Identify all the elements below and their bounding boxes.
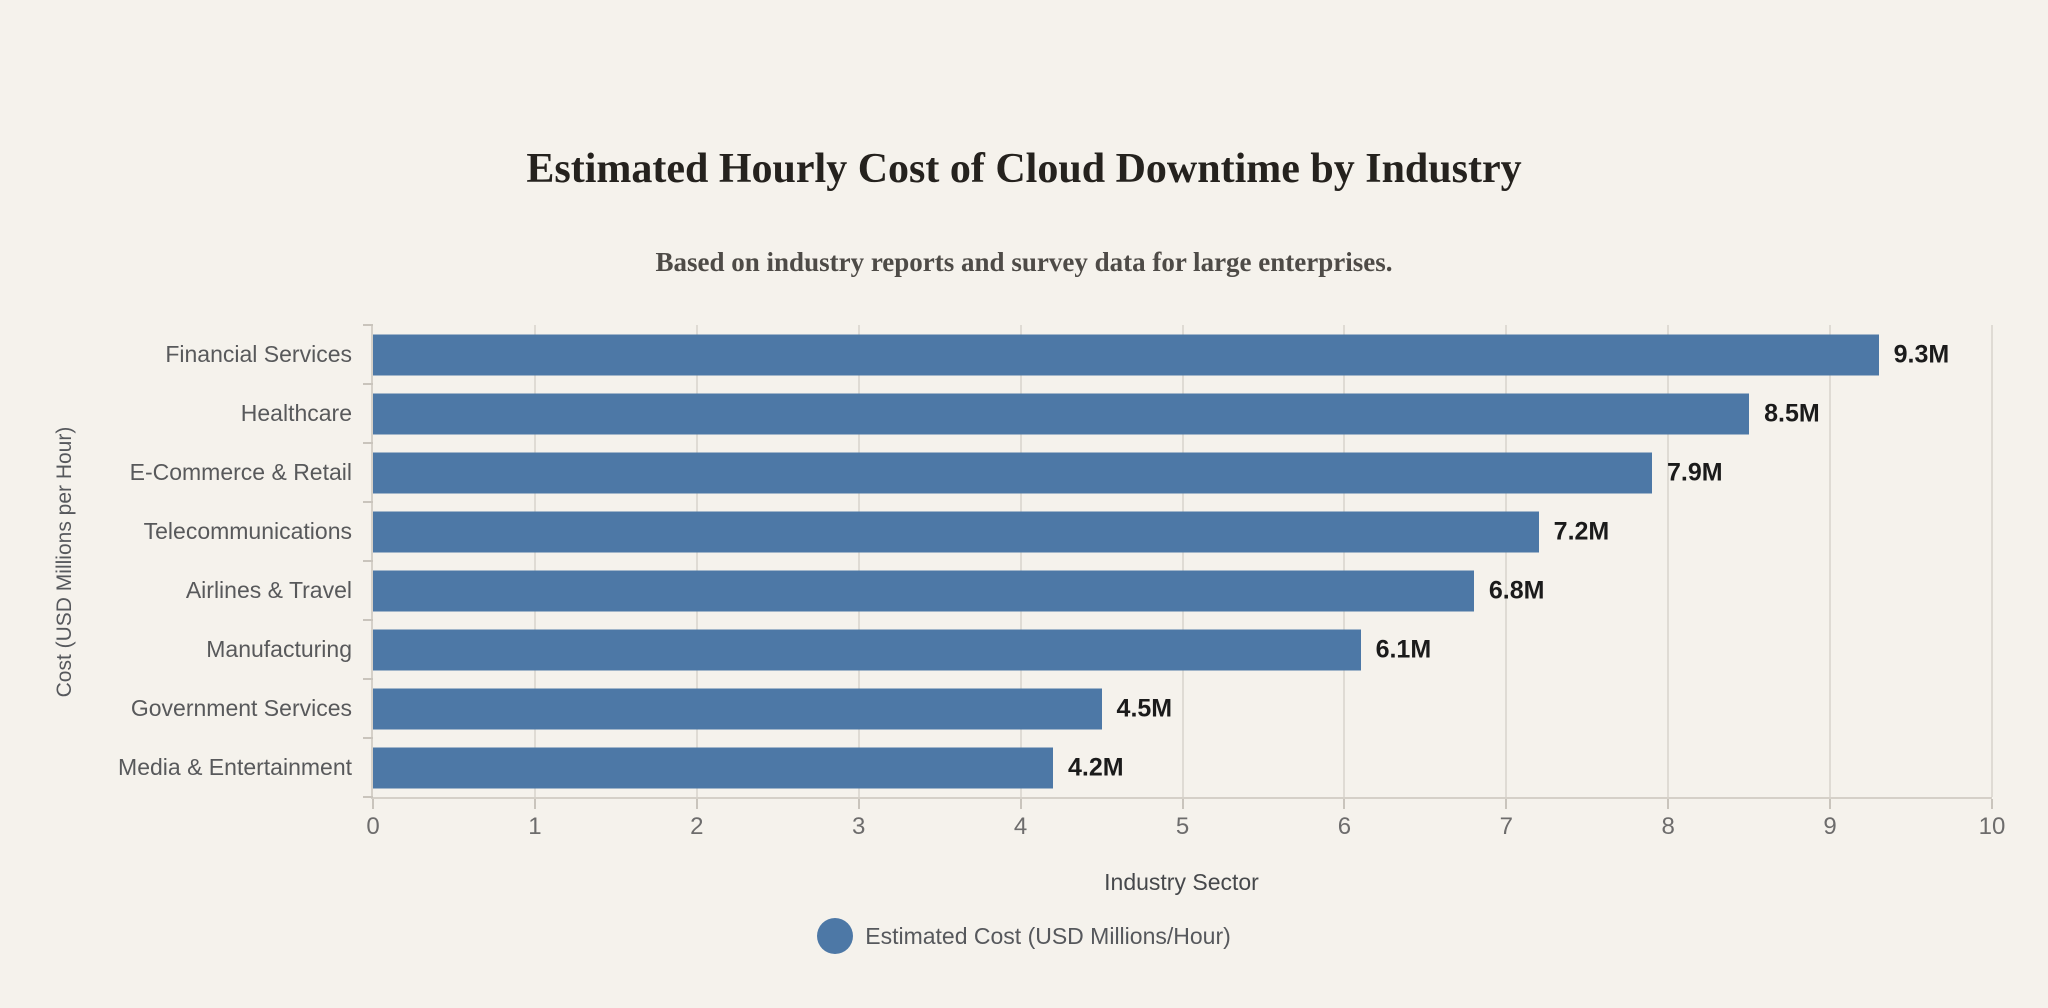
x-axis-tick-label: 2 <box>690 813 704 840</box>
legend-circle-icon <box>817 918 854 954</box>
x-axis-tick-label: 6 <box>1337 813 1352 840</box>
y-axis-tick <box>363 619 373 621</box>
category-label: Media & Entertainment <box>118 754 352 780</box>
category-label: Healthcare <box>240 400 352 426</box>
category-label: Airlines & Travel <box>185 577 352 603</box>
x-axis-tick <box>533 799 536 809</box>
bar-row: E-Commerce & Retail 7.9M <box>130 443 1992 502</box>
x-axis-tick-label: 3 <box>852 813 866 840</box>
x-axis-tick-label: 9 <box>1823 813 1837 840</box>
value-label: 8.5M <box>1764 399 1820 427</box>
y-axis-tick <box>363 383 373 385</box>
gridline <box>533 325 536 797</box>
x-axis-tick <box>1991 799 1993 809</box>
bar-row: Airlines & Travel 6.8M <box>186 561 1992 620</box>
y-axis-tick <box>363 501 373 503</box>
gridline <box>695 325 698 797</box>
x-axis-tick-label: 5 <box>1175 813 1190 840</box>
x-axis-tick <box>372 799 374 809</box>
bar <box>373 511 1539 552</box>
category-label: Government Services <box>130 695 352 721</box>
x-axis-tick-label: 7 <box>1499 813 1513 840</box>
y-axis-tick <box>363 737 373 739</box>
x-axis-tick <box>857 799 860 809</box>
gridline <box>857 325 860 797</box>
gridline <box>1019 325 1022 797</box>
y-axis-tick <box>363 324 373 326</box>
bar <box>373 747 1053 788</box>
value-label: 6.8M <box>1488 576 1545 604</box>
gridline <box>1991 325 1993 797</box>
chart-subtitle: Based on industry reports and survey dat… <box>655 247 1393 277</box>
value-label: 6.1M <box>1375 635 1432 663</box>
gridline <box>1667 325 1670 797</box>
x-axis-tick-label: 10 <box>1978 813 2006 840</box>
x-axis-tick <box>1343 799 1346 809</box>
chart-title: Estimated Hourly Cost of Cloud Downtime … <box>526 146 1522 192</box>
value-label: 4.5M <box>1116 694 1173 722</box>
bar-row: Telecommunications 7.2M <box>144 502 1992 561</box>
y-axis-tick <box>363 678 373 680</box>
bar <box>373 688 1102 729</box>
category-label: E-Commerce & Retail <box>129 459 352 485</box>
bar-row: Government Services 4.5M <box>131 679 1992 738</box>
y-axis-tick <box>363 796 373 798</box>
legend-item[interactable]: Estimated Cost (USD Millions/Hour) <box>0 916 2048 956</box>
bar <box>373 629 1361 670</box>
x-axis-tick-label: 4 <box>1013 813 1028 840</box>
x-axis-tick-label: 0 <box>366 813 380 840</box>
x-axis-tick <box>695 799 698 809</box>
y-axis-tick <box>363 442 373 444</box>
x-axis-tick-label: 8 <box>1661 813 1675 840</box>
value-label: 7.2M <box>1553 517 1610 545</box>
bar <box>373 334 1879 375</box>
x-axis-title: Industry Sector <box>1104 869 1259 895</box>
x-axis-tick <box>1181 799 1184 809</box>
bar <box>373 570 1474 611</box>
x-axis-tick <box>1829 799 1832 809</box>
category-label: Financial Services <box>165 341 352 367</box>
bar-row: Manufacturing 6.1M <box>206 620 1992 679</box>
x-axis-tick <box>1505 799 1508 809</box>
value-label: 7.9M <box>1667 458 1723 486</box>
x-axis-tick <box>1019 799 1022 809</box>
gridline <box>1181 325 1184 797</box>
bar <box>373 393 1750 434</box>
legend-label: Estimated Cost (USD Millions/Hour) <box>865 922 1231 949</box>
bar-row: Healthcare 8.5M <box>241 384 1992 443</box>
category-label: Manufacturing <box>206 636 352 662</box>
gridline <box>1343 325 1346 797</box>
gridline <box>1829 325 1832 797</box>
x-axis-tick <box>1667 799 1670 809</box>
bar-row: Media & Entertainment 4.2M <box>118 738 1992 797</box>
category-label: Telecommunications <box>143 518 352 544</box>
y-axis-tick <box>363 560 373 562</box>
gridline <box>1505 325 1508 797</box>
value-label: 9.3M <box>1893 340 1950 368</box>
plot-area: 0 1 2 3 4 5 6 7 8 9 10 Financial Services 9.3M Health… <box>118 324 2005 840</box>
bar-row: Financial Services 9.3M <box>165 325 1992 384</box>
x-axis-tick-label: 1 <box>528 813 542 840</box>
bar <box>373 452 1652 493</box>
value-label: 4.2M <box>1067 753 1124 781</box>
